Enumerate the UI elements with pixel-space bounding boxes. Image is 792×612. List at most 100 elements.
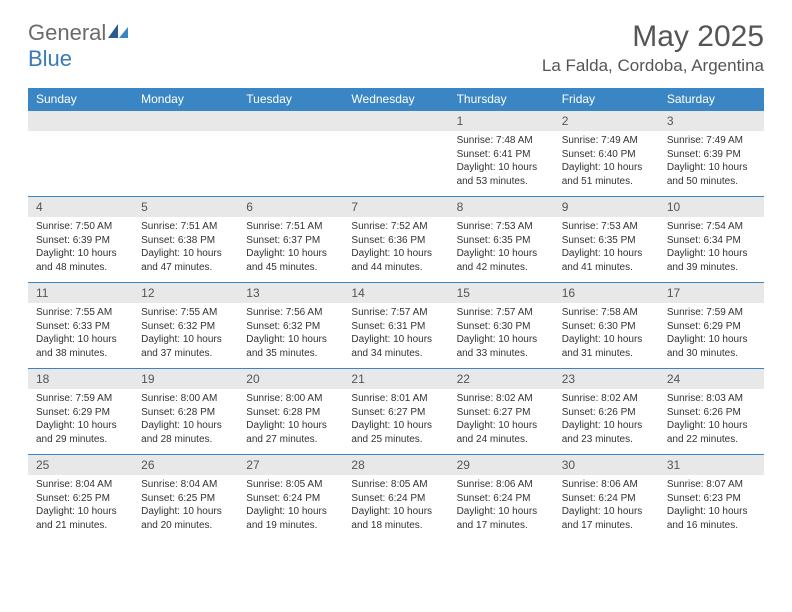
date-cell: 12	[133, 283, 238, 304]
daylight-line: Daylight: 10 hours and 27 minutes.	[246, 420, 327, 445]
date-cell: 3	[659, 111, 764, 132]
sunrise-line: Sunrise: 8:06 AM	[457, 479, 533, 490]
sunset-line: Sunset: 6:29 PM	[36, 407, 110, 418]
daylight-line: Daylight: 10 hours and 42 minutes.	[457, 248, 538, 273]
daylight-line: Daylight: 10 hours and 45 minutes.	[246, 248, 327, 273]
info-cell: Sunrise: 8:02 AMSunset: 6:27 PMDaylight:…	[449, 389, 554, 455]
calendar-table: Sunday Monday Tuesday Wednesday Thursday…	[28, 88, 764, 540]
daylight-line: Daylight: 10 hours and 20 minutes.	[141, 506, 222, 531]
info-row: Sunrise: 7:55 AM Sunset: 6:33 PM Daylight:…	[28, 303, 764, 369]
info-cell	[28, 131, 133, 197]
daylight-line: Daylight: 10 hours and 51 minutes.	[562, 162, 643, 187]
info-cell	[343, 131, 448, 197]
date-cell	[238, 111, 343, 132]
date-cell: 5	[133, 197, 238, 218]
date-cell: 13	[238, 283, 343, 304]
sunset-line: Sunset: 6:28 PM	[141, 407, 215, 418]
weekday-thu: Thursday	[449, 88, 554, 111]
sunrise-line: Sunrise: 8:07 AM	[667, 479, 743, 490]
date-cell: 17	[659, 283, 764, 304]
daylight-line: Daylight: 10 hours and 24 minutes.	[457, 420, 538, 445]
date-cell: 18	[28, 369, 133, 390]
info-cell: Sunrise: 8:03 AMSunset: 6:26 PMDaylight:…	[659, 389, 764, 455]
sunrise-line: Sunrise: 7:55 AM	[36, 307, 112, 318]
date-cell: 19	[133, 369, 238, 390]
sunrise-line: Sunrise: 8:02 AM	[562, 393, 638, 404]
sunset-line: Sunset: 6:34 PM	[667, 235, 741, 246]
sunset-line: Sunset: 6:36 PM	[351, 235, 425, 246]
info-cell	[238, 131, 343, 197]
date-cell: 23	[554, 369, 659, 390]
info-cell: Sunrise: 7:54 AMSunset: 6:34 PMDaylight:…	[659, 217, 764, 283]
info-cell: Sunrise: 7:53 AM Sunset: 6:35 PM Daylight:…	[449, 217, 554, 283]
date-cell: 14	[343, 283, 448, 304]
sunset-line: Sunset: 6:32 PM	[141, 321, 215, 332]
info-row: Sunrise: 7:50 AM Sunset: 6:39 PM Daylight:…	[28, 217, 764, 283]
daylight-line: Daylight: 10 hours and 17 minutes.	[562, 506, 643, 531]
info-row: Sunrise: 7:59 AMSunset: 6:29 PMDaylight:…	[28, 389, 764, 455]
info-cell: Sunrise: 7:55 AMSunset: 6:32 PMDaylight:…	[133, 303, 238, 369]
date-cell: 10	[659, 197, 764, 218]
logo: GeneralBlue	[28, 20, 130, 72]
weekday-tue: Tuesday	[238, 88, 343, 111]
info-cell: Sunrise: 8:04 AMSunset: 6:25 PMDaylight:…	[133, 475, 238, 540]
daylight-line: Daylight: 10 hours and 53 minutes.	[457, 162, 538, 187]
daylight-line: Daylight: 10 hours and 41 minutes.	[562, 248, 643, 273]
sunrise-line: Sunrise: 8:05 AM	[246, 479, 322, 490]
sunset-line: Sunset: 6:30 PM	[457, 321, 531, 332]
sunrise-line: Sunrise: 8:00 AM	[141, 393, 217, 404]
info-cell: Sunrise: 7:51 AMSunset: 6:38 PMDaylight:…	[133, 217, 238, 283]
date-row: 18192021222324	[28, 369, 764, 390]
info-cell: Sunrise: 7:55 AMSunset: 6:33 PMDaylight:…	[28, 303, 133, 369]
sunset-line: Sunset: 6:24 PM	[246, 493, 320, 504]
daylight-line: Daylight: 10 hours and 35 minutes.	[246, 334, 327, 359]
sunset-line: Sunset: 6:35 PM	[457, 235, 531, 246]
sunrise-line: Sunrise: 7:58 AM	[562, 307, 638, 318]
info-cell	[133, 131, 238, 197]
sunset-line: Sunset: 6:31 PM	[351, 321, 425, 332]
sunrise-line: Sunrise: 7:50 AM	[36, 221, 112, 232]
sunrise-line: Sunrise: 7:48 AM	[457, 135, 533, 146]
daylight-line: Daylight: 10 hours and 16 minutes.	[667, 506, 748, 531]
sunrise-line: Sunrise: 7:53 AM	[562, 221, 638, 232]
sunset-line: Sunset: 6:29 PM	[667, 321, 741, 332]
sunrise-line: Sunrise: 7:57 AM	[457, 307, 533, 318]
date-cell: 24	[659, 369, 764, 390]
date-cell: 2	[554, 111, 659, 132]
date-cell: 20	[238, 369, 343, 390]
info-cell: Sunrise: 7:49 AMSunset: 6:40 PMDaylight:…	[554, 131, 659, 197]
daylight-line: Daylight: 10 hours and 30 minutes.	[667, 334, 748, 359]
date-cell	[133, 111, 238, 132]
sunrise-line: Sunrise: 8:00 AM	[246, 393, 322, 404]
weekday-wed: Wednesday	[343, 88, 448, 111]
info-cell: Sunrise: 7:51 AMSunset: 6:37 PMDaylight:…	[238, 217, 343, 283]
daylight-line: Daylight: 10 hours and 50 minutes.	[667, 162, 748, 187]
daylight-line: Daylight: 10 hours and 17 minutes.	[457, 506, 538, 531]
info-row: Sunrise: 7:48 AMSunset: 6:41 PMDaylight:…	[28, 131, 764, 197]
date-cell: 15	[449, 283, 554, 304]
sunset-line: Sunset: 6:26 PM	[562, 407, 636, 418]
date-row: 25262728293031	[28, 455, 764, 476]
date-row: 123	[28, 111, 764, 132]
sunset-line: Sunset: 6:30 PM	[562, 321, 636, 332]
date-cell: 26	[133, 455, 238, 476]
weekday-sat: Saturday	[659, 88, 764, 111]
title-block: May 2025 La Falda, Cordoba, Argentina	[542, 20, 764, 76]
daylight-line: Daylight: 10 hours and 34 minutes.	[351, 334, 432, 359]
page-header: GeneralBlue May 2025 La Falda, Cordoba, …	[28, 20, 764, 76]
info-cell: Sunrise: 8:05 AMSunset: 6:24 PMDaylight:…	[343, 475, 448, 540]
date-cell: 29	[449, 455, 554, 476]
sunset-line: Sunset: 6:39 PM	[36, 235, 110, 246]
date-cell: 16	[554, 283, 659, 304]
daylight-line: Daylight: 10 hours and 37 minutes.	[141, 334, 222, 359]
sunset-line: Sunset: 6:25 PM	[141, 493, 215, 504]
sunset-line: Sunset: 6:35 PM	[562, 235, 636, 246]
sunrise-line: Sunrise: 7:51 AM	[246, 221, 322, 232]
sunset-line: Sunset: 6:24 PM	[562, 493, 636, 504]
logo-word-1: General	[28, 20, 106, 45]
sunset-line: Sunset: 6:33 PM	[36, 321, 110, 332]
daylight-line: Daylight: 10 hours and 47 minutes.	[141, 248, 222, 273]
sunrise-line: Sunrise: 7:53 AM	[457, 221, 533, 232]
date-cell: 1	[449, 111, 554, 132]
info-cell: Sunrise: 8:07 AMSunset: 6:23 PMDaylight:…	[659, 475, 764, 540]
